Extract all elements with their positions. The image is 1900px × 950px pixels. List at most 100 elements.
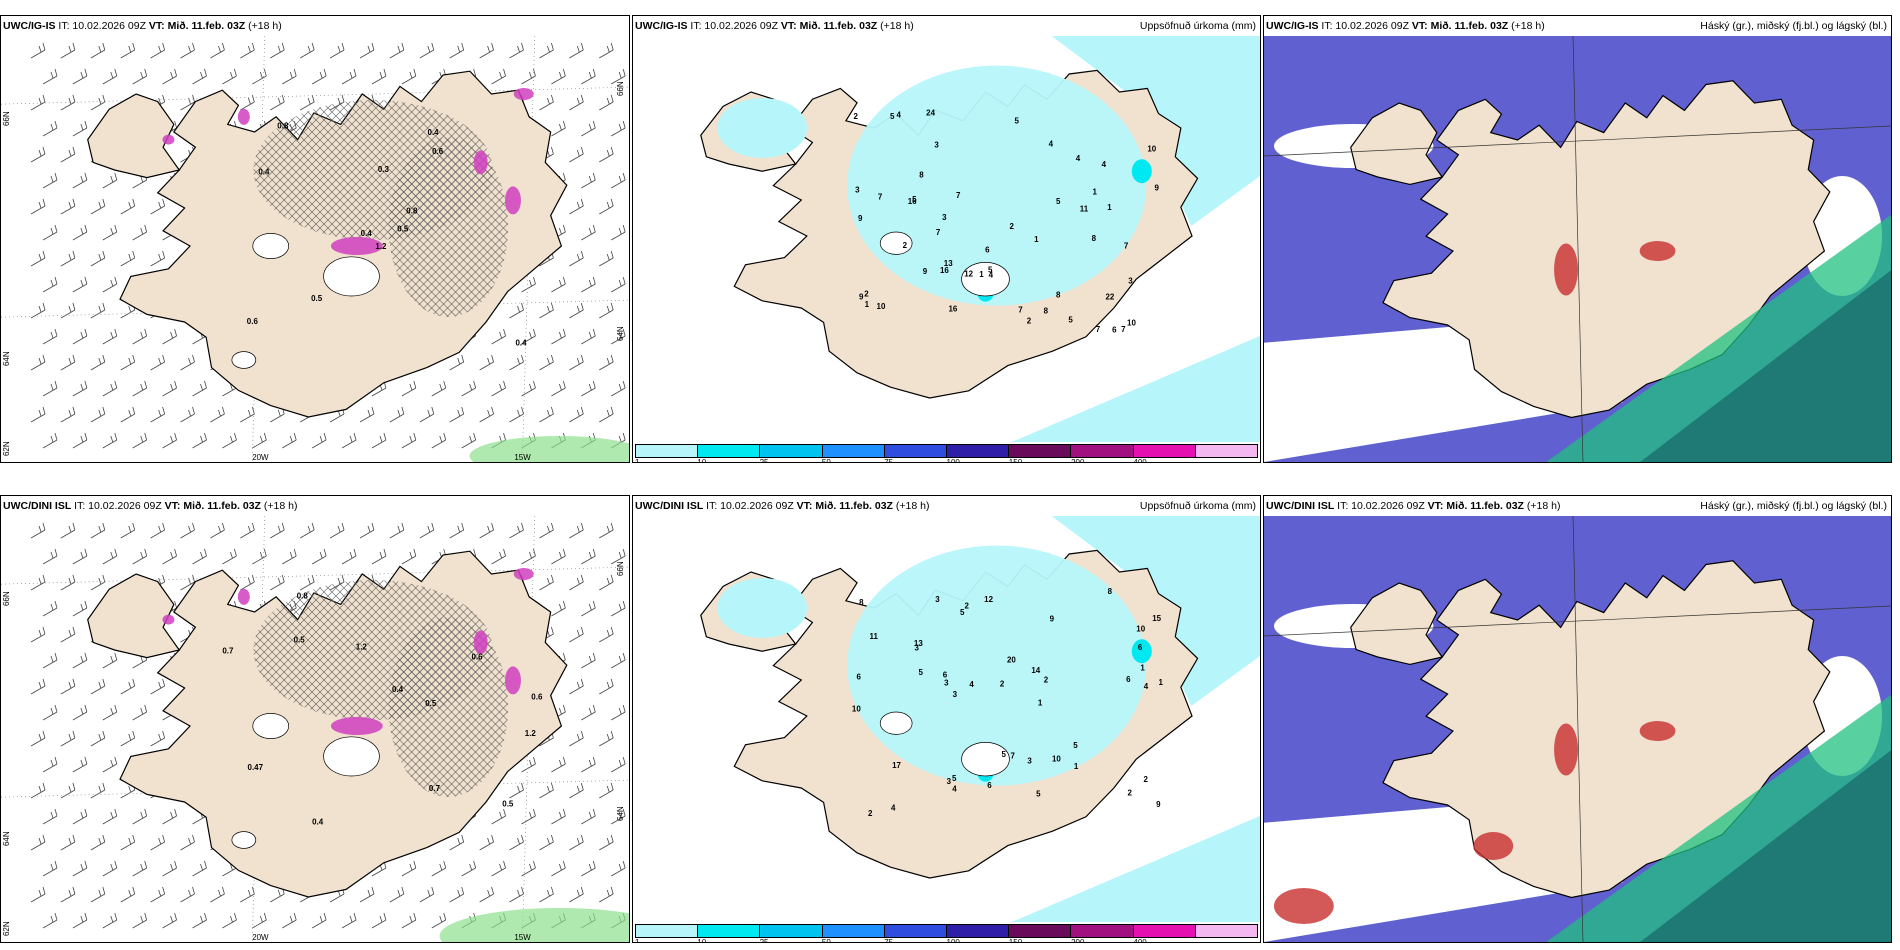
- model-name: UWC/IG-IS: [1266, 20, 1319, 32]
- wind-barb: [449, 42, 465, 59]
- wind-barb: [509, 354, 524, 371]
- wind-barb: [401, 912, 417, 929]
- wind-barb: [72, 860, 88, 877]
- mid-cloud-field: [1640, 750, 1891, 942]
- wind-speed-blob: [513, 88, 534, 100]
- wind-barb: [509, 834, 524, 851]
- westfjords-landmass: [1350, 582, 1444, 666]
- wind-barb: [210, 406, 225, 423]
- model-name: UWC/DINI ISL: [3, 500, 72, 512]
- wind-barb: [509, 522, 524, 539]
- init-time: IT: 10.02.2026 09Z: [690, 20, 778, 32]
- wind-barb: [599, 198, 614, 215]
- precip-value-label: 2: [868, 809, 873, 818]
- westfjords-landmass: [1350, 102, 1444, 186]
- map-boundary-line: [1264, 125, 1891, 157]
- wind-barb: [539, 522, 554, 539]
- colorbar-tick-label: 10: [697, 458, 707, 463]
- wind-barb: [42, 600, 58, 617]
- precip-value-label: 5: [1002, 750, 1007, 759]
- wind-barb: [132, 68, 148, 85]
- colorbar-swatch: [884, 445, 948, 457]
- wind-barb: [180, 42, 195, 59]
- wind-barb: [521, 756, 536, 773]
- wind-barb: [180, 406, 195, 423]
- wind-barb: [569, 42, 584, 59]
- wind-barb: [551, 328, 566, 345]
- wind-barb: [551, 380, 566, 397]
- colorbar-swatch: [822, 925, 885, 937]
- wind-barb: [401, 380, 417, 397]
- wind-barb: [401, 68, 417, 85]
- wind-barb: [72, 224, 88, 241]
- precip-value-label: 2: [1000, 679, 1005, 688]
- wind-barb: [270, 522, 285, 539]
- wind-barb: [150, 42, 166, 59]
- wind-barb: [72, 328, 88, 345]
- precip-value-label: 8: [1108, 587, 1113, 596]
- precip-value-label: 1: [1093, 188, 1098, 197]
- iceland-landmass: [1382, 80, 1831, 419]
- wind-barb: [210, 522, 225, 539]
- wind-barb: [150, 886, 166, 903]
- wind-barb: [30, 574, 46, 591]
- wind-barb: [192, 432, 207, 449]
- precip-value-label: 4: [896, 111, 901, 120]
- wind-barb: [509, 886, 524, 903]
- colorbar-tick-label: 10: [697, 938, 707, 943]
- wind-barb: [599, 886, 614, 903]
- wind-barb: [120, 834, 136, 851]
- precip-value-label: 6: [943, 670, 948, 679]
- wind-barb: [120, 42, 136, 59]
- colorbar-tick-label: 1: [635, 458, 640, 463]
- precip-value-label: 9: [1155, 183, 1160, 192]
- wind-value-label: 0.5: [425, 699, 437, 708]
- wind-barb: [60, 302, 76, 319]
- init-time: IT: 10.02.2026 09Z: [706, 500, 794, 512]
- wind-barb: [60, 886, 76, 903]
- wind-barb: [371, 432, 387, 449]
- wind-barb: [120, 678, 136, 695]
- wind-barb: [30, 886, 46, 903]
- wind-barb: [569, 250, 584, 267]
- precip-value-label: 2: [1144, 775, 1149, 784]
- wind-barb: [551, 600, 566, 617]
- wind-barb: [509, 406, 524, 423]
- colorbar-swatch: [1009, 925, 1072, 937]
- colorbar-tick-label: 150: [1008, 458, 1023, 463]
- precip-value-label: 8: [919, 171, 924, 180]
- wind-barb: [102, 652, 118, 669]
- wind-barb: [150, 406, 166, 423]
- precip-value-label: 5: [1036, 789, 1041, 798]
- precip-value-label: 6: [987, 781, 992, 790]
- wind-barb: [132, 224, 148, 241]
- colorbar-swatch: [1071, 925, 1134, 937]
- wind-barb: [180, 354, 195, 371]
- glacier-vatnajokull: [323, 736, 380, 777]
- colorbar-swatch: [1195, 925, 1258, 937]
- colorbar-swatch: [1071, 445, 1134, 457]
- wind-barb: [611, 704, 626, 721]
- wind-barb: [419, 42, 435, 59]
- panel-right-title: Uppsöfnuð úrkoma (mm): [1139, 500, 1256, 512]
- precip-value-label: 5: [1073, 741, 1078, 750]
- colorbar-tick-label: 100: [946, 458, 960, 463]
- low-cloud-blob: [1554, 243, 1578, 296]
- wind-barb: [30, 782, 46, 799]
- wind-barb: [479, 354, 494, 371]
- wind-value-label: 0.47: [248, 763, 264, 772]
- precip-map: 6 16 5 8 7 3 1 7 16 11 1 5 2 7 3 8 2 9 10 7 6 5 8 9 22 5 7 2 4 9 13 12 1…: [633, 36, 1260, 442]
- wind-barb: [252, 432, 267, 449]
- precip-value-label: 24: [926, 108, 935, 117]
- wind-barb: [401, 432, 417, 449]
- wind-barb: [30, 730, 46, 747]
- wind-barb: [539, 834, 554, 851]
- wind-barb: [132, 808, 148, 825]
- wind-barb: [569, 678, 584, 695]
- map-boundary-line: [1572, 36, 1584, 462]
- wind-barb: [479, 42, 494, 59]
- precip-value-label: 4: [1102, 160, 1107, 169]
- wind-barb: [120, 886, 136, 903]
- wind-barb: [210, 886, 225, 903]
- wind-barb: [311, 912, 327, 929]
